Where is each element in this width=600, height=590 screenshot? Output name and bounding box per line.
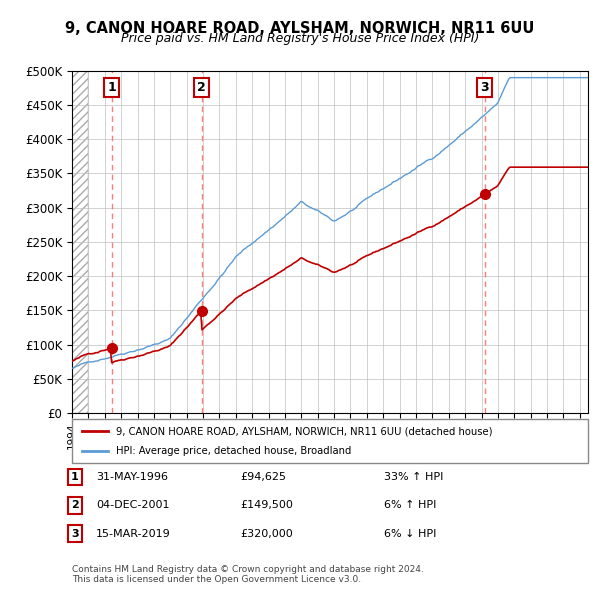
FancyBboxPatch shape bbox=[72, 419, 588, 463]
Text: 3: 3 bbox=[71, 529, 79, 539]
Text: 1: 1 bbox=[71, 472, 79, 482]
Text: £94,625: £94,625 bbox=[240, 472, 286, 482]
Text: 31-MAY-1996: 31-MAY-1996 bbox=[96, 472, 168, 482]
Text: 3: 3 bbox=[481, 81, 489, 94]
Text: 2: 2 bbox=[197, 81, 206, 94]
Text: 33% ↑ HPI: 33% ↑ HPI bbox=[384, 472, 443, 482]
Text: 2: 2 bbox=[71, 500, 79, 510]
Text: 9, CANON HOARE ROAD, AYLSHAM, NORWICH, NR11 6UU (detached house): 9, CANON HOARE ROAD, AYLSHAM, NORWICH, N… bbox=[116, 427, 493, 436]
Text: Price paid vs. HM Land Registry's House Price Index (HPI): Price paid vs. HM Land Registry's House … bbox=[121, 32, 479, 45]
Bar bbox=[72, 71, 88, 413]
Text: 6% ↑ HPI: 6% ↑ HPI bbox=[384, 500, 436, 510]
Text: £320,000: £320,000 bbox=[240, 529, 293, 539]
Text: 9, CANON HOARE ROAD, AYLSHAM, NORWICH, NR11 6UU: 9, CANON HOARE ROAD, AYLSHAM, NORWICH, N… bbox=[65, 21, 535, 35]
Text: 1: 1 bbox=[107, 81, 116, 94]
Bar bbox=[72, 71, 88, 413]
Text: £149,500: £149,500 bbox=[240, 500, 293, 510]
Text: 15-MAR-2019: 15-MAR-2019 bbox=[96, 529, 171, 539]
Text: Contains HM Land Registry data © Crown copyright and database right 2024.
This d: Contains HM Land Registry data © Crown c… bbox=[72, 565, 424, 584]
Text: HPI: Average price, detached house, Broadland: HPI: Average price, detached house, Broa… bbox=[116, 446, 351, 455]
Text: 04-DEC-2001: 04-DEC-2001 bbox=[96, 500, 170, 510]
Text: 6% ↓ HPI: 6% ↓ HPI bbox=[384, 529, 436, 539]
